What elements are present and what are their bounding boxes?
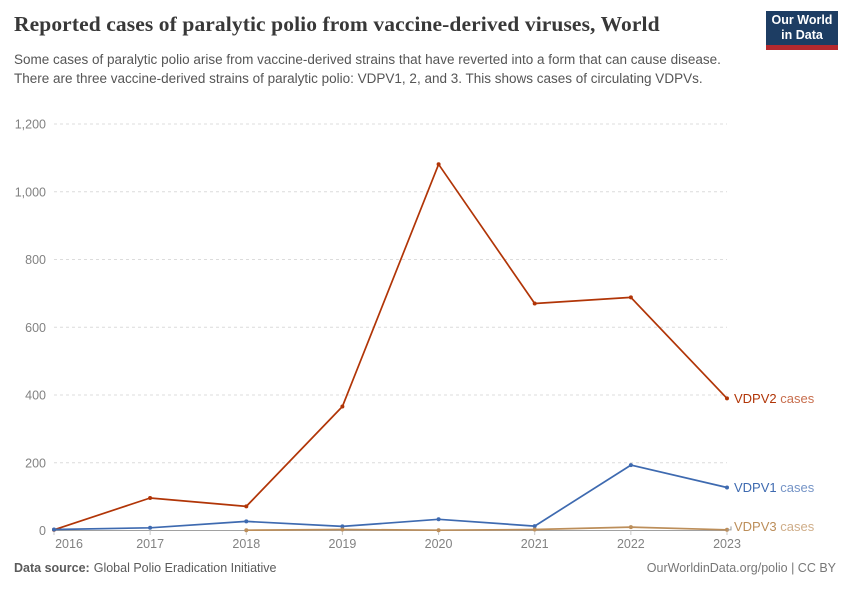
owid-logo[interactable]: Our World in Data [766,11,838,50]
data-point-vdpv3[interactable] [340,527,345,532]
x-tick-label: 2021 [521,537,549,551]
y-tick-label: 1,200 [15,118,46,132]
y-tick-label: 1,000 [15,185,46,199]
series-line-vdpv2[interactable] [53,163,728,531]
data-point-vdpv2[interactable] [148,496,153,500]
data-point-vdpv2[interactable] [244,504,249,509]
label-connector [727,526,732,531]
data-point-vdpv1[interactable] [148,525,153,530]
y-tick-label: 200 [25,456,46,470]
data-source-label: Data source: [14,561,90,575]
y-tick-label: 600 [25,321,46,335]
chart-subtitle: Some cases of paralytic polio arise from… [14,52,721,87]
data-point-vdpv1[interactable] [628,463,633,468]
data-point-vdpv2[interactable] [628,295,633,300]
x-tick-label: 2019 [329,537,357,551]
data-point-vdpv3[interactable] [628,525,633,530]
data-point-vdpv3[interactable] [436,528,441,533]
data-point-vdpv2[interactable] [340,404,345,409]
y-tick-label: 800 [25,253,46,267]
series-line-vdpv1[interactable] [53,464,728,531]
data-point-vdpv1[interactable] [532,524,537,529]
data-point-vdpv1[interactable] [725,485,729,490]
data-point-vdpv2[interactable] [436,162,441,167]
owid-logo-line2: in Data [781,28,823,42]
y-tick-label: 400 [25,389,46,403]
x-tick-label: 2018 [232,537,260,551]
x-tick-label: 2022 [617,537,645,551]
page-title: Reported cases of paralytic polio from v… [14,12,660,36]
x-tick-label: 2016 [55,537,83,551]
data-point-vdpv2[interactable] [532,301,537,306]
legend-label-vdpv2[interactable]: VDPV2 cases [734,391,815,406]
attribution-license[interactable]: OurWorldinData.org/polio | CC BY [646,561,836,575]
data-point-vdpv1[interactable] [52,527,56,532]
chart-footer: Data source: Global Polio Eradication Ini… [14,561,836,575]
data-point-vdpv2[interactable] [725,396,729,401]
x-tick-label: 2023 [713,537,741,551]
series-line-vdpv3[interactable] [246,526,728,532]
legend-label-vdpv1[interactable]: VDPV1 cases [734,480,815,495]
legend-label-vdpv3[interactable]: VDPV3 cases [734,519,815,534]
y-tick-label: 0 [39,524,46,538]
data-source: Data source: Global Polio Eradication Ini… [14,561,276,575]
data-point-vdpv1[interactable] [340,524,345,529]
x-tick-label: 2017 [136,537,164,551]
data-point-vdpv1[interactable] [436,517,441,522]
x-tick-label: 2020 [425,537,453,551]
data-point-vdpv3[interactable] [244,528,249,533]
owid-logo-line1: Our World [771,13,833,27]
data-point-vdpv3[interactable] [532,527,537,532]
data-point-vdpv1[interactable] [244,519,249,524]
data-source-value: Global Polio Eradication Initiative [93,561,277,575]
